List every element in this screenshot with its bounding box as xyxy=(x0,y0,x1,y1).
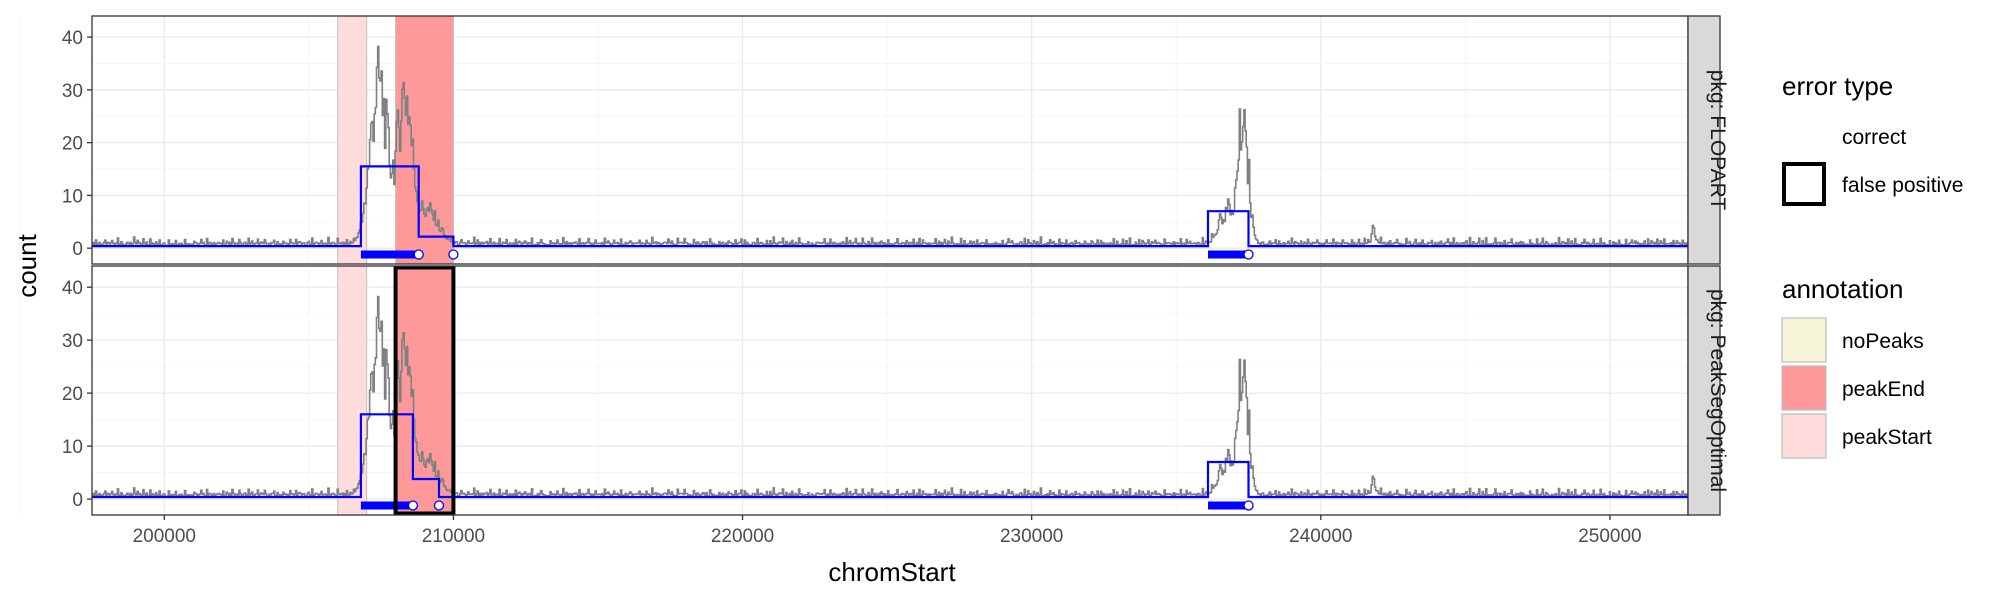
peak-end-marker xyxy=(407,500,419,511)
legend-title-error-type: error type xyxy=(1782,71,1893,101)
legend-label: false positive xyxy=(1842,174,1963,197)
x-tick-label: 200000 xyxy=(133,526,196,547)
x-tick-label: 240000 xyxy=(1289,526,1352,547)
y-tick-label: 20 xyxy=(62,134,83,155)
panel-background xyxy=(92,266,1688,515)
y-tick-label: 40 xyxy=(62,278,83,299)
legend-key-noPeaks xyxy=(1781,317,1827,363)
annotation-peakEnd xyxy=(395,16,454,264)
legend-label: correct xyxy=(1842,126,1906,149)
legend-key-correct xyxy=(1782,114,1826,158)
error-false-positive xyxy=(393,265,456,516)
x-axis-title: chromStart xyxy=(828,557,956,587)
annotation-peakStart xyxy=(337,16,368,264)
legend-label: noPeaks xyxy=(1842,330,1924,353)
panel-background xyxy=(92,16,1688,264)
x-tick-label: 230000 xyxy=(1000,526,1063,547)
y-tick-label: 30 xyxy=(62,81,83,102)
legend: error type correct false positive annotatio… xyxy=(1781,71,1963,459)
panel-1: 0 10 20 30 40 pkg: FLOPART xyxy=(19,15,1729,265)
panel-2: 0 10 20 30 40 pkg: PeakSegOptimal xyxy=(19,265,1729,516)
y-tick-label: 40 xyxy=(62,28,83,49)
segment-means xyxy=(92,413,1688,499)
legend-key-false-positive xyxy=(1782,162,1826,206)
x-tick-label: 220000 xyxy=(711,526,774,547)
peak-end-marker xyxy=(413,249,424,260)
legend-key-peakStart xyxy=(1781,413,1827,459)
legend-label: peakEnd xyxy=(1842,378,1925,401)
change-marker xyxy=(448,249,459,260)
coverage-line xyxy=(92,295,1688,498)
annotation-peakStart xyxy=(337,266,368,515)
peak-end-marker xyxy=(1243,249,1254,260)
x-tick-label: 210000 xyxy=(422,526,485,547)
annotation-peakEnd xyxy=(395,266,454,515)
strip xyxy=(1687,15,1721,265)
change-marker xyxy=(433,500,445,511)
y-axis-title: count xyxy=(12,233,42,297)
y-tick-label: 0 xyxy=(72,239,83,260)
y-tick-label: 10 xyxy=(62,437,83,458)
y-tick-label: 0 xyxy=(72,490,83,511)
plot-area xyxy=(92,266,1688,515)
peak-end-marker xyxy=(1243,500,1254,511)
legend-key-peakEnd xyxy=(1781,365,1827,411)
x-axis: 200000 210000 220000 230000 240000 250000 xyxy=(133,515,1642,547)
segment-means xyxy=(92,165,1688,248)
facet-panels: 0 10 20 30 40 pkg: FLOPART 0 10 20 30 40 pkg: PeakS… xyxy=(19,15,1729,516)
y-tick-label: 10 xyxy=(62,186,83,207)
strip-label: pkg: FLOPART xyxy=(1706,70,1729,211)
legend-label: peakStart xyxy=(1842,426,1932,449)
coverage-line xyxy=(92,45,1688,247)
plot-area xyxy=(92,16,1688,264)
y-tick-label: 30 xyxy=(62,331,83,352)
y-tick-label: 20 xyxy=(62,384,83,405)
strip xyxy=(1687,265,1721,516)
x-tick-label: 250000 xyxy=(1578,526,1641,547)
legend-title-annotation: annotation xyxy=(1782,274,1903,304)
strip-label: pkg: PeakSegOptimal xyxy=(1706,289,1729,492)
